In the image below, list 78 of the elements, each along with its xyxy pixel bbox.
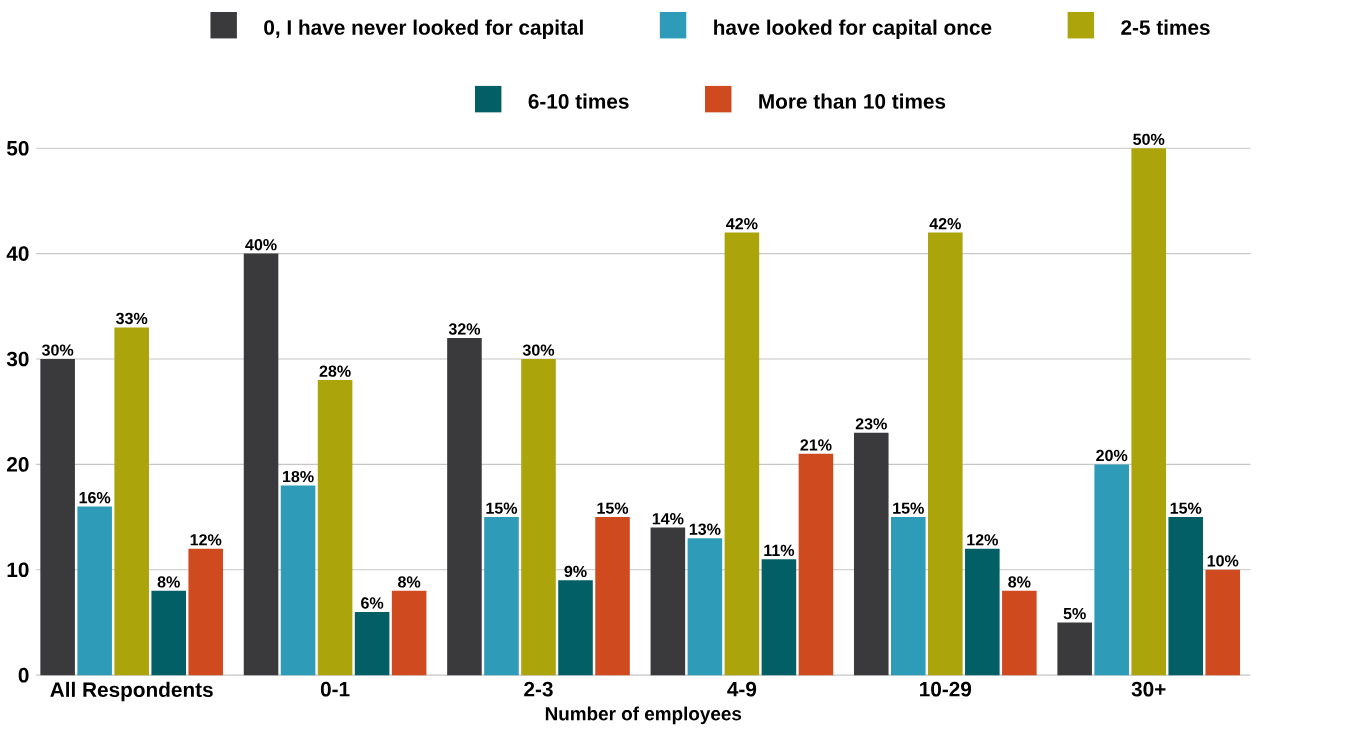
bar (447, 337, 482, 676)
bar (484, 516, 519, 676)
bar (40, 358, 75, 676)
bar (798, 453, 834, 676)
bar (1094, 464, 1129, 676)
data-label: 15% (1170, 502, 1202, 514)
x-tick-label: 4-9 (727, 681, 757, 697)
x-tick-label: All Respondents (50, 681, 213, 702)
data-label: 6% (361, 597, 384, 609)
bar (558, 580, 593, 676)
data-label: 42% (726, 217, 758, 230)
data-label: 20% (1096, 449, 1128, 462)
bar (391, 590, 427, 676)
data-label: 12% (967, 534, 998, 546)
legend-label: 6-10 times (528, 93, 629, 109)
bar (521, 358, 556, 676)
bar (280, 485, 316, 676)
data-label: 9% (564, 565, 587, 577)
bar (1057, 622, 1092, 676)
bar (891, 516, 926, 676)
bar (188, 548, 224, 676)
y-tick-label: 50 (6, 140, 29, 156)
data-label: 50% (1133, 133, 1165, 145)
x-tick-label: 2-3 (524, 681, 553, 697)
data-label: 30% (522, 344, 555, 356)
y-tick-label: 10 (7, 562, 29, 578)
data-label: 15% (597, 502, 629, 514)
data-label: 8% (157, 576, 180, 588)
data-label: 42% (929, 217, 961, 230)
bar (1002, 590, 1037, 676)
bar (650, 527, 686, 676)
bar (151, 590, 186, 676)
y-tick-label: 40 (6, 246, 29, 261)
data-label: 33% (115, 312, 148, 325)
data-label: 16% (79, 491, 111, 504)
data-label: 8% (398, 576, 421, 588)
data-label: 13% (689, 523, 721, 535)
bar (77, 506, 112, 676)
bar (1168, 516, 1204, 676)
x-tick-label: 30+ (1131, 681, 1166, 697)
data-label: 10% (1207, 555, 1239, 567)
legend-label: More than 10 times (759, 93, 946, 109)
legend-label: 0, I have never looked for capital (264, 19, 583, 39)
bar (724, 232, 760, 676)
data-label: 8% (1008, 576, 1031, 588)
data-label: 18% (283, 470, 314, 483)
bar (317, 379, 353, 676)
bar (687, 538, 723, 676)
data-label: 21% (800, 439, 832, 451)
data-label: 30% (41, 344, 74, 356)
x-tick-label: 0-1 (320, 681, 350, 697)
bar (1205, 569, 1241, 676)
bar (1131, 148, 1167, 676)
bar (354, 611, 390, 676)
data-label: 11% (764, 544, 795, 556)
x-axis-title: Number of employees (545, 706, 742, 725)
data-label: 5% (1063, 607, 1086, 620)
bar (853, 432, 889, 676)
data-label: 12% (190, 534, 222, 546)
legend-label: have looked for capital once (714, 19, 992, 39)
bar (928, 232, 963, 676)
bar (965, 548, 1000, 676)
data-label: 28% (319, 365, 351, 377)
data-label: 15% (893, 502, 924, 514)
x-tick-label: 10-29 (920, 681, 972, 697)
bar (595, 516, 630, 676)
bar (761, 559, 797, 676)
legend-label: 2-5 times (1121, 19, 1210, 35)
y-tick-label: 0 (18, 667, 29, 683)
y-tick-label: 30 (6, 351, 29, 367)
data-label: 14% (652, 512, 684, 525)
data-label: 23% (855, 418, 887, 430)
data-label: 32% (448, 323, 481, 335)
data-label: 40% (245, 238, 277, 251)
bar (114, 327, 149, 676)
bar (243, 253, 279, 676)
y-tick-label: 20 (7, 456, 29, 472)
data-label: 15% (486, 502, 518, 514)
